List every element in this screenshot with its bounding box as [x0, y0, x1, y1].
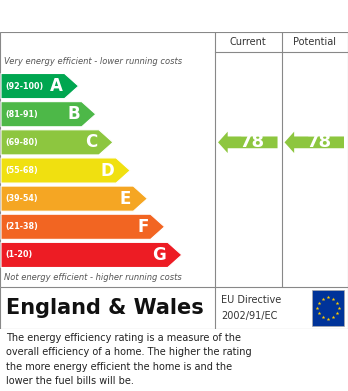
Polygon shape [1, 158, 130, 183]
Text: (92-100): (92-100) [5, 82, 43, 91]
Text: A: A [50, 77, 63, 95]
Polygon shape [1, 74, 79, 99]
Text: (39-54): (39-54) [5, 194, 38, 203]
Text: (1-20): (1-20) [5, 250, 32, 260]
Text: F: F [137, 218, 149, 236]
Polygon shape [218, 132, 278, 153]
Bar [312, 290, 344, 326]
Text: The energy efficiency rating is a measure of the
overall efficiency of a home. T: The energy efficiency rating is a measur… [6, 333, 252, 386]
Polygon shape [1, 130, 113, 155]
Text: Very energy efficient - lower running costs: Very energy efficient - lower running co… [4, 57, 182, 66]
Text: Not energy efficient - higher running costs: Not energy efficient - higher running co… [4, 273, 182, 283]
Text: G: G [152, 246, 166, 264]
Polygon shape [285, 132, 344, 153]
Text: Potential: Potential [293, 37, 336, 47]
Polygon shape [1, 102, 96, 127]
Text: (55-68): (55-68) [5, 166, 38, 175]
Text: (21-38): (21-38) [5, 222, 38, 231]
Text: 2002/91/EC: 2002/91/EC [221, 310, 277, 321]
Text: 78: 78 [240, 133, 265, 151]
Text: 78: 78 [307, 133, 332, 151]
Polygon shape [1, 242, 182, 267]
Text: B: B [67, 105, 80, 123]
Text: Energy Efficiency Rating: Energy Efficiency Rating [9, 7, 238, 25]
Polygon shape [1, 186, 148, 211]
Text: C: C [85, 133, 97, 151]
Text: E: E [120, 190, 131, 208]
Text: D: D [100, 161, 114, 179]
Text: EU Directive: EU Directive [221, 296, 281, 305]
Polygon shape [1, 214, 165, 239]
Text: England & Wales: England & Wales [6, 298, 204, 318]
Text: (81-91): (81-91) [5, 110, 38, 119]
Text: Current: Current [230, 37, 267, 47]
Text: (69-80): (69-80) [5, 138, 38, 147]
